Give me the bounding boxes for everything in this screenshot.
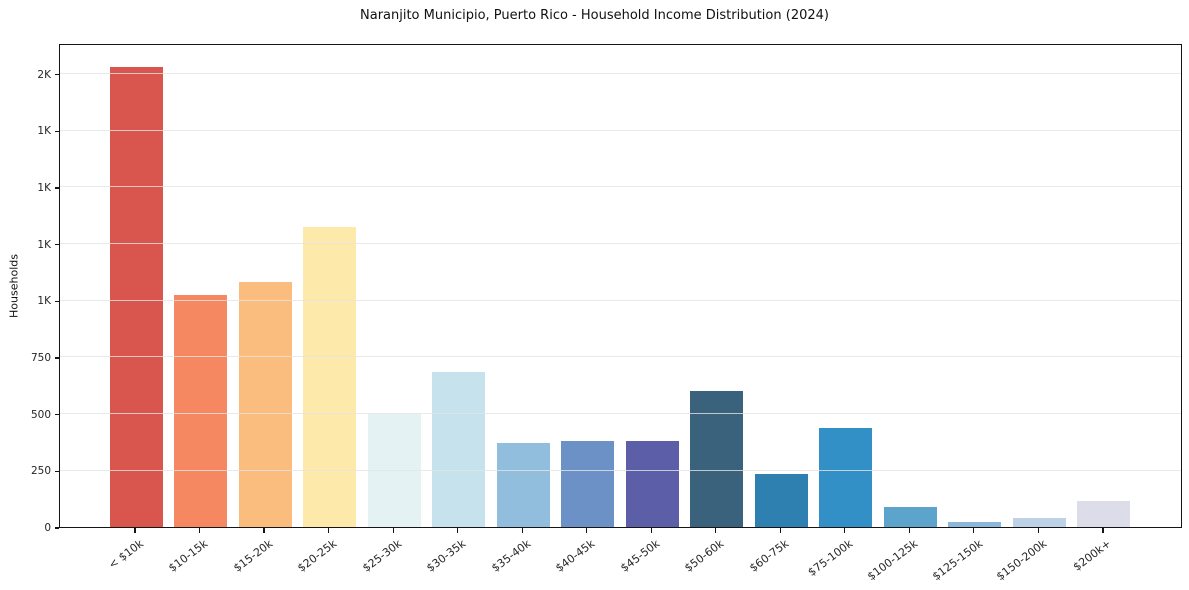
x-tick-mark: [134, 528, 136, 533]
bar-$50-60k: [690, 390, 744, 527]
gridline-500: [60, 413, 1181, 415]
x-tick-label: $40-45k: [553, 537, 598, 575]
y-tick-label: 1K: [37, 238, 51, 251]
bar-$15-20k: [238, 282, 292, 527]
y-tick-label: 750: [30, 351, 51, 364]
x-tick-label: $75-100k: [806, 537, 856, 579]
x-tick-mark: [715, 528, 717, 533]
bar-$25-30k: [367, 413, 421, 527]
x-tick-label: $150-200k: [994, 537, 1050, 584]
y-tick-mark: [54, 357, 59, 359]
bar-$40-45k: [561, 440, 615, 527]
x-tick-mark: [327, 528, 330, 533]
bar-$35-40k: [496, 443, 550, 527]
x-tick-mark: [844, 528, 846, 533]
bar-$100-125k: [883, 506, 937, 527]
bar-$125-150k: [948, 522, 1002, 527]
x-tick-mark: [263, 528, 265, 533]
gridline-250: [60, 469, 1181, 471]
x-tick-mark: [1037, 528, 1039, 533]
x-tick-label: $45-50k: [618, 537, 663, 575]
y-tick-mark: [54, 300, 59, 302]
x-tick-mark: [198, 528, 201, 533]
bar-$75-100k: [819, 428, 873, 527]
gridline-1750: [60, 129, 1181, 131]
y-tick-label: 1K: [37, 181, 51, 194]
y-tick-mark: [54, 527, 59, 529]
x-tick-mark: [973, 528, 975, 533]
x-tick-label: $15-20k: [230, 537, 275, 575]
bar-$200k+: [1077, 500, 1131, 527]
y-axis-label: Households: [7, 254, 21, 318]
x-tick-mark: [650, 528, 652, 533]
gridline-1500: [60, 186, 1181, 188]
bar-< $10k: [109, 66, 163, 527]
x-tick-label: $50-60k: [682, 537, 727, 575]
y-tick-label: 500: [30, 408, 51, 421]
chart-title: Naranjito Municipio, Puerto Rico - House…: [360, 8, 829, 23]
y-tick-mark: [54, 74, 59, 76]
y-tick-mark: [54, 187, 59, 189]
x-tick-label: $125-150k: [929, 537, 985, 584]
x-tick-mark: [457, 528, 459, 533]
x-tick-mark: [586, 528, 588, 533]
x-tick-label: < $10k: [105, 537, 146, 572]
y-tick-mark: [54, 470, 59, 472]
y-tick-mark: [54, 414, 59, 416]
y-tick-mark: [54, 244, 59, 246]
bar-$20-25k: [303, 226, 357, 527]
bar-$150-200k: [1012, 517, 1066, 527]
y-tick-label: 250: [30, 465, 51, 478]
bar-$30-35k: [432, 371, 486, 527]
bar-$60-75k: [754, 473, 808, 527]
y-tick-mark: [54, 130, 59, 132]
y-tick-label: 0: [44, 522, 51, 534]
x-tick-label: $10-15k: [166, 537, 211, 575]
x-tick-label: $20-25k: [295, 537, 340, 575]
gridline-1250: [60, 243, 1181, 245]
x-tick-label: $200k+: [1071, 537, 1114, 574]
x-tick-label: $35-40k: [488, 537, 533, 575]
gridline-1000: [60, 299, 1181, 301]
x-tick-mark: [521, 528, 523, 533]
plot-area: [59, 44, 1182, 528]
x-tick-label: $25-30k: [359, 537, 404, 575]
gridline-750: [60, 356, 1181, 358]
x-tick-label: $100-125k: [864, 537, 921, 584]
x-tick-mark: [392, 528, 394, 533]
bar-$10-15k: [174, 294, 228, 527]
x-tick-mark: [779, 528, 781, 533]
x-tick-label: $30-35k: [424, 537, 469, 575]
y-tick-label: 1K: [37, 295, 51, 308]
bar-$45-50k: [625, 440, 679, 527]
x-tick-mark: [1102, 528, 1104, 533]
x-tick-mark: [908, 528, 910, 533]
gridline-2000: [60, 73, 1181, 75]
y-tick-label: 2K: [37, 68, 51, 81]
y-tick-label: 1K: [37, 125, 51, 138]
x-tick-label: $60-75k: [747, 537, 792, 575]
